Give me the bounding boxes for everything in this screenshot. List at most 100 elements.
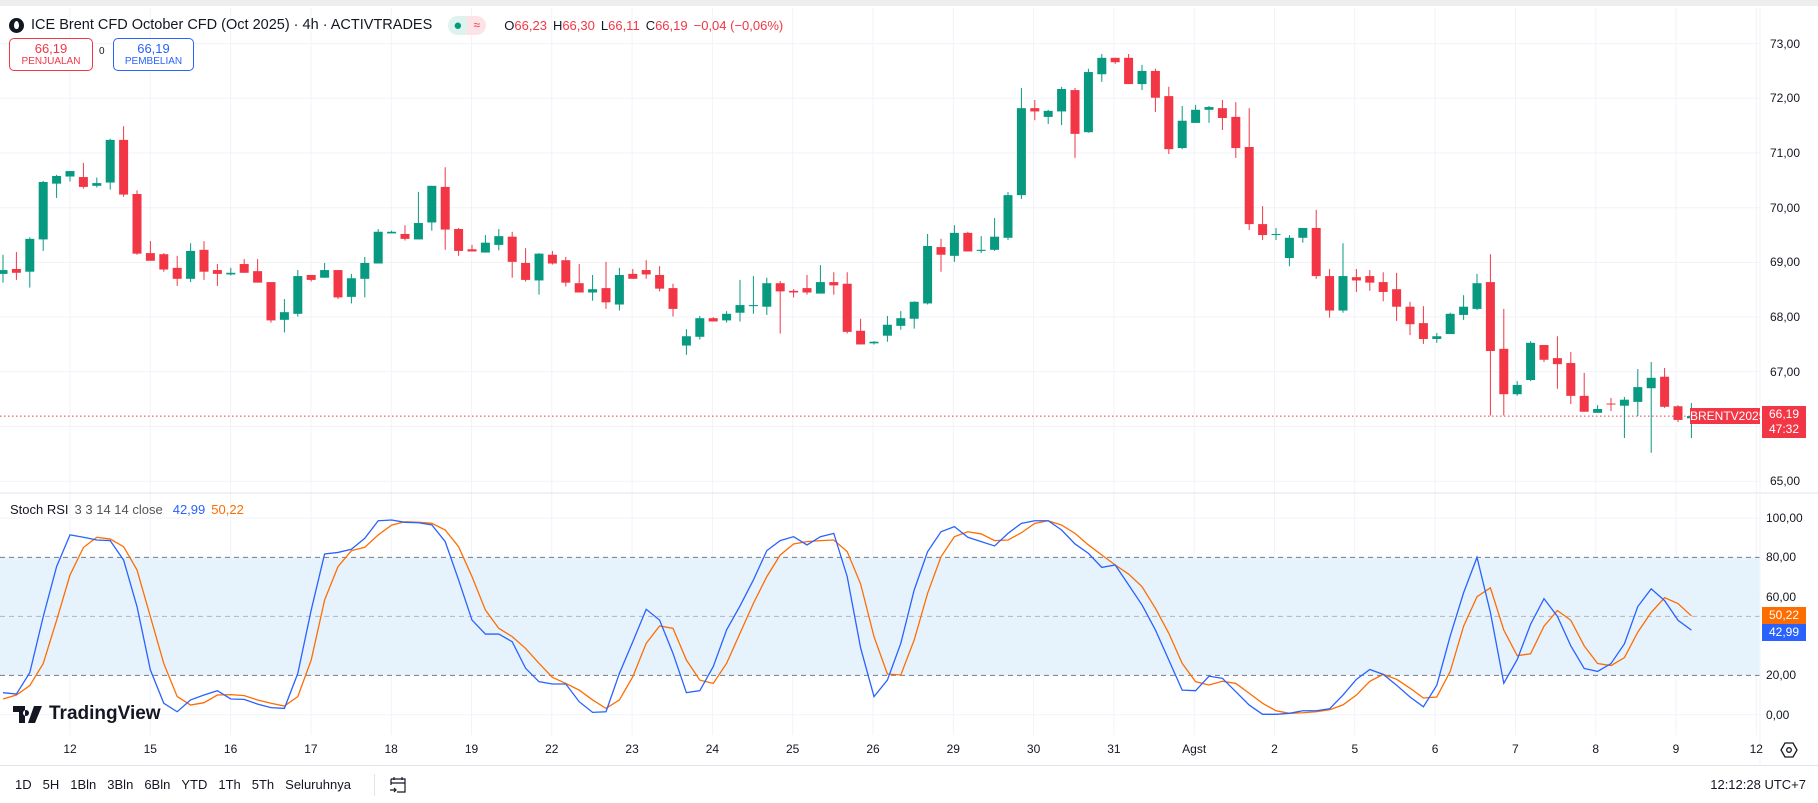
candle [1673,405,1683,423]
candle-body [145,253,155,261]
candle [748,276,758,314]
market-open-dot-icon: ● [448,15,468,35]
range-button-ytd[interactable]: YTD [181,777,208,792]
candle-body [1204,107,1214,110]
candle [105,138,115,190]
candle [253,259,263,283]
symbol-title[interactable]: ICE Brent CFD October CFD (Oct 2025) · 4… [31,17,433,33]
range-button-seluruhnya[interactable]: Seluruhnya [285,777,351,792]
price-label: 71,00 [1770,146,1801,160]
candle [387,230,397,234]
bar-countdown: 47:32 [1768,422,1800,436]
time-label: 2 [1271,742,1278,756]
candle-body [1459,306,1469,315]
candle-body [1057,89,1067,112]
buy-button[interactable]: 66,19 PEMBELIAN [113,38,194,71]
candle-body [614,274,624,305]
chart-settings-icon[interactable] [1780,741,1798,759]
candle-body [842,283,852,332]
candle-body [1418,323,1428,339]
candle-body [1552,358,1562,365]
range-button-1bln[interactable]: 1Bln [70,777,97,792]
candle [1485,254,1495,416]
candle [306,274,316,282]
candle-body [186,250,196,279]
candle-body [293,276,303,314]
chart-legend[interactable]: ICE Brent CFD October CFD (Oct 2025) · 4… [9,14,783,36]
window-top-strip [0,0,1818,6]
candle [829,272,839,295]
candle-body [815,282,825,294]
candle-body [936,247,946,255]
range-button-5th[interactable]: 5Th [251,777,275,792]
market-status[interactable]: ● ≈ [448,15,487,35]
candle-body [25,238,35,272]
candle [1083,68,1093,133]
candle [11,252,21,280]
candle [346,273,356,304]
ohlc-values: O66,23 H66,30 L66,11 C66,19 −0,04 (−0,06… [504,18,783,33]
candle [494,229,504,251]
range-button-5h[interactable]: 5H [42,777,60,792]
candle-body [105,139,115,183]
candle-body [909,301,919,319]
candle [266,282,276,323]
candle [1271,227,1281,240]
candle [842,272,852,334]
tradingview-logo[interactable]: TradingView [13,703,161,725]
buy-price: 66,19 [137,40,170,56]
candle-body [722,313,732,321]
candle [1445,312,1455,335]
candle [588,274,598,301]
candle [1070,87,1080,158]
candle [400,225,410,241]
candle-body [1110,57,1120,63]
chart-canvas[interactable] [0,0,1818,765]
range-button-3bln[interactable]: 3Bln [107,777,134,792]
candle [1164,86,1174,155]
candle [78,162,88,189]
candle-body [373,231,383,264]
symbol-badge: BRENTV2025 [1690,408,1766,424]
candle-body [1311,227,1321,277]
candle-body [1566,363,1576,396]
candle [695,316,705,340]
range-button-1d[interactable]: 1D [15,777,32,792]
candle [279,299,289,333]
candle-body [1030,108,1040,112]
candle-body [856,330,866,345]
sell-button[interactable]: 66,19 PENJUALAN [9,38,93,71]
candle [119,126,129,197]
candle [1459,295,1469,320]
candle [480,235,490,253]
candle-body [306,274,316,280]
approx-icon: ≈ [467,15,487,35]
candle [1646,361,1656,453]
candle-body [802,288,812,293]
candle [1231,102,1241,158]
candle [293,270,303,317]
candle [574,264,584,293]
candle-body [1499,348,1509,395]
range-button-6bln[interactable]: 6Bln [144,777,171,792]
candle [1057,86,1067,126]
stoch-k-line [2,519,1692,715]
candle-body [1244,146,1254,225]
candle [1043,109,1053,125]
candle [0,254,8,283]
go-to-date-calendar-icon[interactable] [388,775,408,795]
candle [320,262,330,278]
candle-body [547,254,557,264]
stoch-rsi-legend[interactable]: Stoch RSI 3 3 14 14 close 42,99 50,22 [10,502,244,517]
stoch-name: Stoch RSI [10,502,69,517]
candle-body [1392,289,1402,307]
candle-body [1338,276,1348,311]
close-value: 66,19 [655,17,688,33]
range-button-1th[interactable]: 1Th [218,777,241,792]
clock-timezone[interactable]: 12:12:28 UTC+7 [1710,777,1806,792]
candle-body [869,341,879,344]
price-label: 67,00 [1770,364,1801,379]
candle [1338,243,1348,313]
candle-body [199,249,209,272]
stoch-axis-label: 60,00 [1766,589,1797,604]
